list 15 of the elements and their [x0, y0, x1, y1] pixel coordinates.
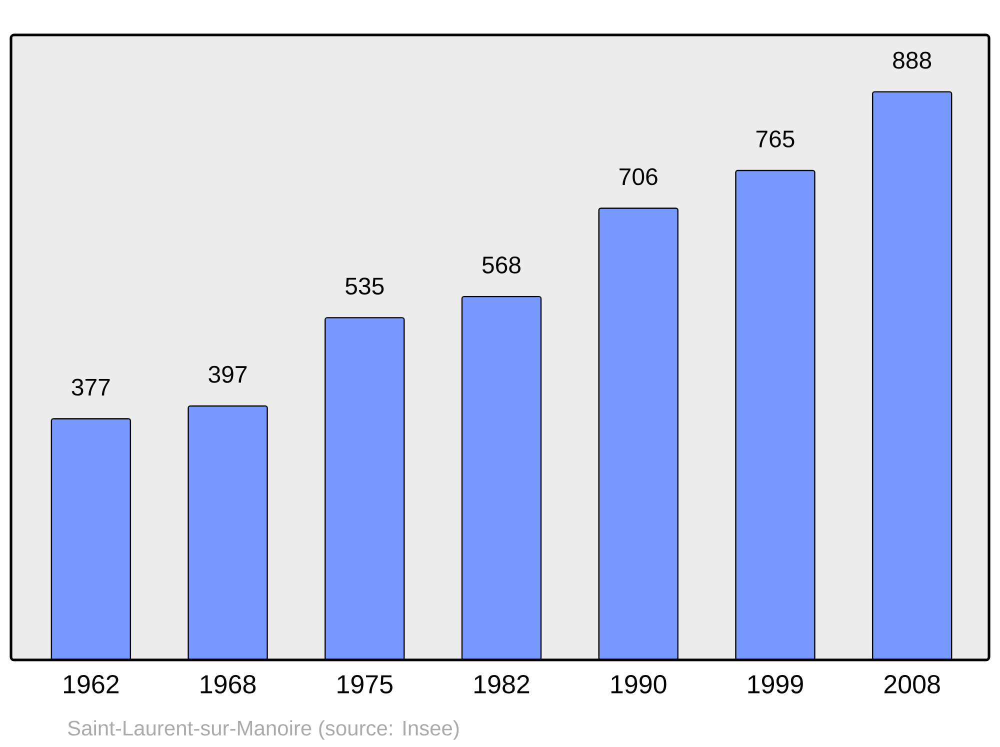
- data-label: 397: [208, 366, 247, 383]
- x-tick-label: 1999: [748, 675, 803, 694]
- data-label: 377: [72, 378, 110, 396]
- x-tick-label: 1975: [338, 675, 392, 694]
- data-label: 706: [620, 168, 658, 186]
- x-tick-label: 2008: [884, 675, 940, 694]
- data-label: 535: [346, 278, 384, 295]
- x-tick-label: 1990: [611, 675, 666, 694]
- data-label: 888: [893, 52, 932, 69]
- data-label: 765: [756, 130, 794, 148]
- x-tick-label: 1962: [64, 675, 119, 694]
- x-tick-label: 1982: [474, 675, 530, 694]
- text: Saint-Laurent-sur-Manoire (source: Insee): [68, 720, 459, 740]
- x-tick-label: 1968: [200, 675, 256, 694]
- data-label: 568: [482, 256, 520, 274]
